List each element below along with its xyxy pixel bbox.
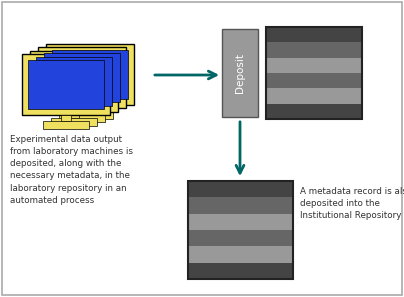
Bar (77, 108, 87, 114)
Bar (67, 111, 113, 119)
Bar (188, 197, 293, 214)
Bar (44, 53, 120, 102)
Bar (85, 105, 95, 111)
Bar (28, 60, 104, 109)
Bar (266, 27, 362, 119)
Bar (188, 246, 293, 263)
Bar (51, 118, 97, 126)
Bar (266, 42, 362, 58)
Bar (266, 104, 362, 119)
Bar (266, 58, 362, 73)
Bar (266, 73, 362, 88)
Bar (52, 50, 128, 99)
Bar (188, 263, 293, 279)
Bar (266, 88, 362, 104)
Bar (36, 57, 112, 106)
Bar (188, 181, 293, 197)
Bar (30, 51, 118, 112)
Text: Deposit: Deposit (235, 53, 245, 93)
Bar (222, 29, 258, 117)
Bar (188, 230, 293, 246)
Bar (59, 114, 105, 121)
Bar (43, 121, 89, 129)
Bar (46, 44, 134, 105)
Bar (188, 214, 293, 230)
Text: Experimental data output
from laboratory machines is
deposited, along with the
n: Experimental data output from laboratory… (10, 135, 133, 205)
Bar (69, 112, 79, 118)
Bar (22, 54, 110, 115)
Bar (61, 115, 71, 121)
Bar (188, 181, 293, 279)
Bar (266, 27, 362, 42)
Text: A metadata record is also
deposited into the
Institutional Repository: A metadata record is also deposited into… (300, 187, 404, 220)
Bar (38, 47, 126, 108)
